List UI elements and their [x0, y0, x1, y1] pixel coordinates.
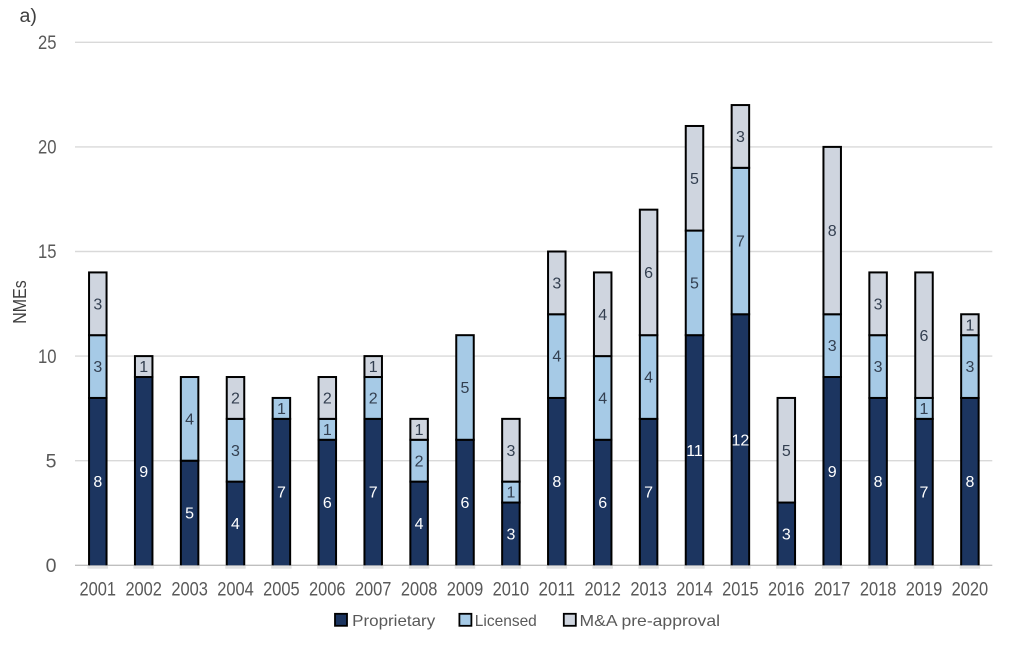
svg-text:2013: 2013	[630, 579, 667, 601]
svg-text:2: 2	[231, 391, 240, 408]
svg-text:20: 20	[38, 137, 57, 159]
svg-text:3: 3	[874, 359, 883, 376]
svg-text:2006: 2006	[309, 579, 346, 601]
svg-text:8: 8	[552, 474, 561, 491]
svg-text:Proprietary: Proprietary	[352, 613, 435, 630]
svg-text:2012: 2012	[584, 579, 621, 601]
svg-text:3: 3	[552, 275, 561, 292]
svg-text:3: 3	[736, 129, 745, 146]
svg-text:5: 5	[46, 450, 57, 472]
svg-text:2005: 2005	[263, 579, 300, 601]
svg-text:2002: 2002	[125, 579, 162, 601]
svg-text:15: 15	[38, 241, 57, 263]
svg-text:5: 5	[185, 506, 194, 523]
svg-text:7: 7	[369, 485, 378, 502]
svg-text:5: 5	[690, 171, 699, 188]
svg-text:2018: 2018	[860, 579, 897, 601]
svg-text:2007: 2007	[355, 579, 392, 601]
svg-text:4: 4	[644, 370, 653, 387]
svg-text:3: 3	[965, 359, 974, 376]
svg-text:2: 2	[415, 453, 424, 470]
svg-text:4: 4	[598, 391, 607, 408]
svg-text:7: 7	[277, 485, 286, 502]
svg-text:4: 4	[552, 349, 561, 366]
svg-text:3: 3	[874, 296, 883, 313]
svg-text:1: 1	[415, 422, 424, 439]
svg-text:M&A pre-approval: M&A pre-approval	[580, 613, 721, 630]
svg-text:2009: 2009	[447, 579, 484, 601]
svg-text:a): a)	[20, 5, 37, 27]
svg-text:12: 12	[732, 432, 750, 449]
svg-text:3: 3	[231, 443, 240, 460]
svg-text:2017: 2017	[814, 579, 851, 601]
svg-text:2011: 2011	[539, 579, 576, 601]
svg-text:4: 4	[185, 411, 194, 428]
svg-text:3: 3	[506, 443, 515, 460]
svg-text:2015: 2015	[722, 579, 759, 601]
svg-text:1: 1	[139, 359, 148, 376]
svg-text:6: 6	[323, 495, 332, 512]
svg-text:1: 1	[369, 359, 378, 376]
svg-text:6: 6	[644, 265, 653, 282]
svg-text:2001: 2001	[80, 579, 117, 601]
svg-text:3: 3	[93, 359, 102, 376]
svg-text:1: 1	[920, 401, 929, 418]
svg-text:5: 5	[782, 443, 791, 460]
svg-text:2016: 2016	[768, 579, 805, 601]
svg-text:5: 5	[690, 275, 699, 292]
svg-text:6: 6	[598, 495, 607, 512]
svg-text:25: 25	[38, 32, 57, 54]
svg-text:0: 0	[46, 555, 57, 577]
svg-text:7: 7	[736, 234, 745, 251]
svg-text:2003: 2003	[171, 579, 208, 601]
svg-text:2020: 2020	[952, 579, 989, 601]
svg-text:4: 4	[231, 516, 240, 533]
svg-text:2014: 2014	[676, 579, 713, 601]
svg-text:8: 8	[965, 474, 974, 491]
svg-text:8: 8	[828, 223, 837, 240]
svg-text:2: 2	[369, 391, 378, 408]
svg-text:5: 5	[461, 380, 470, 397]
svg-text:10: 10	[38, 346, 57, 368]
svg-text:NMEs: NMEs	[9, 280, 30, 324]
svg-text:11: 11	[686, 443, 703, 460]
svg-text:1: 1	[277, 401, 286, 418]
svg-text:2019: 2019	[906, 579, 943, 601]
svg-text:3: 3	[93, 296, 102, 313]
svg-text:4: 4	[415, 516, 424, 533]
svg-text:1: 1	[965, 317, 974, 334]
svg-text:4: 4	[598, 307, 607, 324]
svg-text:Licensed: Licensed	[475, 613, 537, 630]
svg-text:2010: 2010	[493, 579, 530, 601]
svg-text:2004: 2004	[217, 579, 254, 601]
svg-text:6: 6	[920, 328, 929, 345]
svg-text:9: 9	[828, 464, 837, 481]
svg-text:1: 1	[323, 422, 332, 439]
svg-text:3: 3	[782, 527, 791, 544]
svg-text:8: 8	[93, 474, 102, 491]
svg-text:7: 7	[644, 485, 653, 502]
svg-text:8: 8	[874, 474, 883, 491]
svg-text:7: 7	[920, 485, 929, 502]
svg-text:9: 9	[139, 464, 148, 481]
svg-text:1: 1	[506, 485, 515, 502]
svg-text:6: 6	[461, 495, 470, 512]
svg-text:3: 3	[828, 338, 837, 355]
svg-text:2008: 2008	[401, 579, 438, 601]
svg-text:2: 2	[323, 391, 332, 408]
svg-text:3: 3	[506, 527, 515, 544]
